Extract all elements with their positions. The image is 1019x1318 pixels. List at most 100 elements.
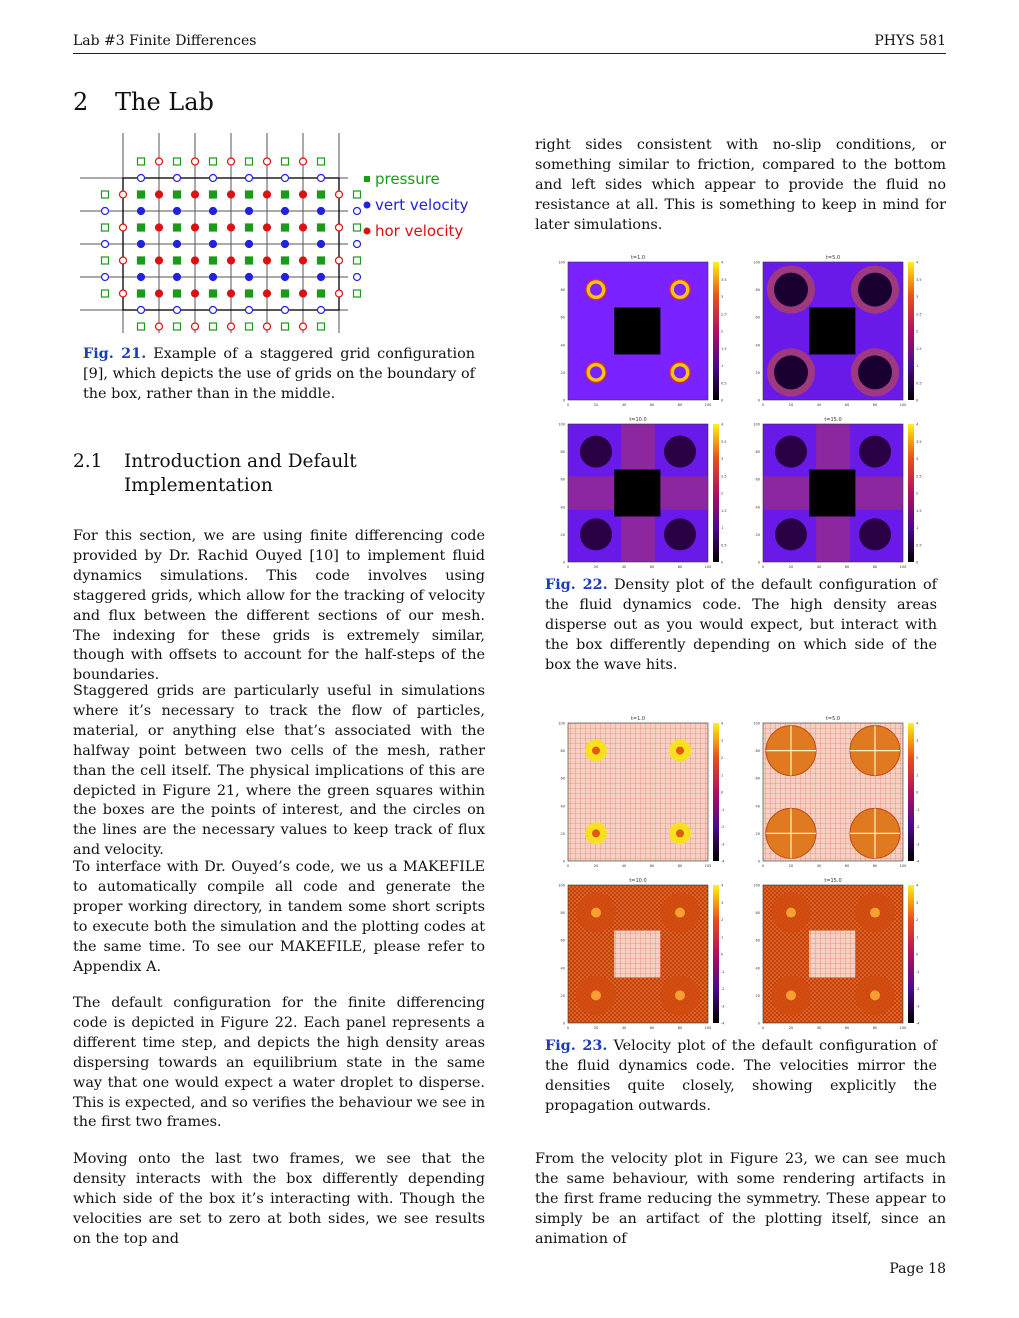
density-colorbar-tick: 2.5 [916,312,922,316]
density-panel-title: t=10.0 [629,417,646,423]
density-ytick: 20 [756,533,760,537]
velocity-ytick: 60 [561,939,565,943]
pressure-point [316,157,326,166]
paragraph-2: Staggered grids are particularly useful … [73,683,485,859]
vert-velocity-point [280,173,290,183]
vert-velocity-point [172,173,182,183]
density-panel-frame [567,261,709,401]
fig21-label: Fig. 21. [83,345,147,362]
density-panel-title: t=5.0 [826,255,840,261]
velocity-core [870,907,880,918]
density-ytick: 100 [558,423,565,427]
density-void [775,518,807,551]
velocity-xtick: 60 [845,864,849,868]
density-xtick: 0 [762,403,764,407]
hor-velocity-point [190,256,200,265]
density-panel: t=5.000.511.522.533.54002020404060608080… [753,255,921,407]
velocity-ytick: 100 [753,884,760,888]
pressure-point [208,157,218,166]
hor-velocity-point [334,256,344,265]
hor-velocity-point [262,190,272,199]
density-panel: t=15.000.511.522.533.5400202040406060808… [753,417,921,569]
obstacle-region [614,768,661,816]
vert-velocity-point [136,206,146,216]
density-plot-figure: t=1.000.511.522.533.54002020404060608080… [558,255,921,569]
velocity-ytick: 40 [561,804,565,808]
subsection-number: 2.1 [73,451,103,472]
density-colorbar-tick: 0.5 [916,543,922,547]
velocity-xtick: 0 [567,1026,569,1030]
velocity-xtick: 60 [650,1026,654,1030]
density-colorbar-tick: 0.5 [721,381,727,385]
density-colorbar [908,262,914,400]
hor-velocity-point [334,190,344,199]
density-colorbar-tick: 1 [721,364,723,368]
hor-velocity-point [118,190,128,199]
density-ytick: 60 [756,316,760,320]
density-ytick: 0 [758,399,760,403]
velocity-ytick: 80 [756,911,760,915]
velocity-ytick: 60 [756,777,760,781]
paragraph-right-2: From the velocity plot in Figure 23, we … [535,1151,946,1247]
density-colorbar-tick: 1.5 [916,347,922,351]
density-void [859,435,891,468]
density-colorbar-tick: 2.5 [916,474,922,478]
density-xtick: 60 [845,565,849,569]
density-ytick: 0 [563,561,565,565]
paragraph-right-1: right sides consistent with no-slip cond… [535,137,946,233]
hor-velocity-point [118,223,128,232]
obstacle-box [614,469,661,517]
pressure-point [172,322,182,331]
velocity-panel-frame [567,884,709,1024]
velocity-xtick: 60 [845,1026,849,1030]
vert-velocity-point [316,305,326,315]
pressure-point [208,256,218,265]
vert-velocity-point [208,206,218,216]
velocity-core [786,907,796,918]
velocity-xtick: 40 [817,1026,821,1030]
pressure-point [100,223,110,232]
header-rule [73,53,946,54]
velocity-colorbar [713,885,719,1023]
pressure-point [244,322,254,331]
paragraph-1: For this section, we are using finite di… [73,528,485,684]
density-xtick: 60 [650,403,654,407]
fig23-caption-text: Velocity plot of the default configurati… [545,1038,937,1114]
vert-velocity-point [100,206,110,216]
density-colorbar-tick: 0 [721,399,723,403]
velocity-colorbar-tick: 0 [916,791,918,795]
paragraph-5: Moving onto the last two frames, we see … [73,1151,485,1247]
vert-velocity-point [280,239,290,249]
pressure-point [172,289,182,298]
density-void [774,355,808,390]
velocity-panel-title: t=5.0 [826,716,840,722]
density-void [580,518,612,551]
vert-velocity-point [208,305,218,315]
density-panel-frame [762,423,904,563]
velocity-colorbar-tick: -3 [916,842,920,846]
hor-velocity-point [226,190,236,199]
velocity-panel: t=10.0-4-3-2-101234002020404060608080100… [558,878,725,1030]
velocity-colorbar-tick: 1 [916,935,918,939]
vert-velocity-point [136,272,146,282]
density-ytick: 0 [563,399,565,403]
pressure-point [316,256,326,265]
vert-velocity-point [172,239,182,249]
density-xtick: 100 [900,403,907,407]
legend-vert-velocity-marker [363,201,371,209]
density-colorbar-tick: 2 [916,492,918,496]
density-xtick: 100 [705,403,712,407]
velocity-xtick: 20 [594,864,598,868]
pressure-point [136,322,146,331]
hor-velocity-point [298,256,308,265]
density-colorbar-tick: 2 [721,492,723,496]
pressure-point [100,289,110,298]
density-xtick: 40 [622,565,626,569]
vert-velocity-point [244,173,254,183]
legend-hor-velocity: hor velocity [375,222,463,240]
velocity-colorbar-tick: -4 [916,860,920,864]
density-xtick: 80 [873,565,877,569]
vert-velocity-point [136,239,146,249]
vert-velocity-point [100,239,110,249]
legend-vert-velocity: vert velocity [375,196,469,214]
